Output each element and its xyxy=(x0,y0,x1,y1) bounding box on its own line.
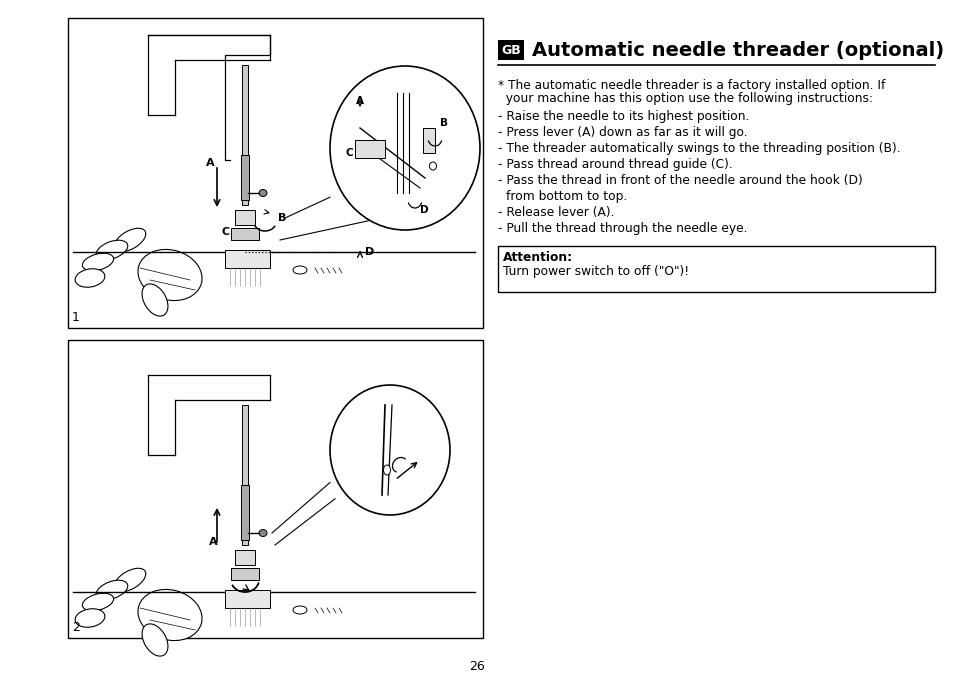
Text: A: A xyxy=(206,158,214,168)
Bar xyxy=(231,228,258,240)
Text: D: D xyxy=(419,205,428,215)
Text: - Pass the thread in front of the needle around the hook (D): - Pass the thread in front of the needle… xyxy=(497,174,862,187)
Text: Attention:: Attention: xyxy=(502,251,573,264)
Bar xyxy=(497,246,934,292)
Bar xyxy=(225,590,270,608)
Ellipse shape xyxy=(258,189,267,197)
Bar xyxy=(234,210,254,225)
Bar xyxy=(497,40,523,60)
Ellipse shape xyxy=(138,249,202,301)
Bar xyxy=(234,550,254,565)
Bar xyxy=(231,568,258,580)
Ellipse shape xyxy=(293,266,307,274)
Bar xyxy=(68,340,482,638)
Text: 26: 26 xyxy=(469,660,484,673)
Bar xyxy=(225,250,270,268)
Bar xyxy=(241,485,249,540)
Text: your machine has this option use the following instructions:: your machine has this option use the fol… xyxy=(497,92,872,105)
Ellipse shape xyxy=(142,624,168,656)
Text: A: A xyxy=(355,96,364,106)
Ellipse shape xyxy=(142,284,168,316)
Bar xyxy=(242,405,248,545)
Text: - Raise the needle to its highest position.: - Raise the needle to its highest positi… xyxy=(497,110,749,123)
Bar xyxy=(355,140,385,158)
Text: C: C xyxy=(222,227,230,237)
Text: B: B xyxy=(277,213,286,223)
Text: D: D xyxy=(365,247,374,257)
Ellipse shape xyxy=(75,269,105,287)
Text: C: C xyxy=(345,148,353,158)
Text: 2: 2 xyxy=(71,621,80,634)
Ellipse shape xyxy=(383,465,390,475)
Ellipse shape xyxy=(138,590,202,640)
Text: - Pull the thread through the needle eye.: - Pull the thread through the needle eye… xyxy=(497,222,747,235)
Bar xyxy=(422,128,435,153)
Ellipse shape xyxy=(114,568,146,592)
Ellipse shape xyxy=(429,162,436,170)
Ellipse shape xyxy=(96,580,128,600)
Text: * The automatic needle threader is a factory installed option. If: * The automatic needle threader is a fac… xyxy=(497,79,884,92)
Text: GB: GB xyxy=(500,44,520,57)
Text: B: B xyxy=(439,118,448,128)
Text: - Press lever (A) down as far as it will go.: - Press lever (A) down as far as it will… xyxy=(497,126,747,139)
Text: - Release lever (A).: - Release lever (A). xyxy=(497,206,614,219)
Ellipse shape xyxy=(293,606,307,614)
Text: - The threader automatically swings to the threading position (B).: - The threader automatically swings to t… xyxy=(497,142,900,155)
Ellipse shape xyxy=(96,240,128,259)
Bar xyxy=(242,65,248,205)
Text: A: A xyxy=(209,537,217,547)
Ellipse shape xyxy=(75,609,105,627)
Bar xyxy=(241,155,249,200)
Text: 1: 1 xyxy=(71,311,80,324)
Ellipse shape xyxy=(258,530,267,537)
Text: - Pass thread around thread guide (C).: - Pass thread around thread guide (C). xyxy=(497,158,732,171)
Ellipse shape xyxy=(330,385,450,515)
Text: from bottom to top.: from bottom to top. xyxy=(505,190,626,203)
Ellipse shape xyxy=(82,593,113,611)
Bar xyxy=(68,18,482,328)
Ellipse shape xyxy=(330,66,479,230)
Ellipse shape xyxy=(82,253,113,271)
Text: Automatic needle threader (optional): Automatic needle threader (optional) xyxy=(532,40,943,59)
Text: Turn power switch to off ("O")!: Turn power switch to off ("O")! xyxy=(502,265,688,278)
Ellipse shape xyxy=(114,228,146,251)
